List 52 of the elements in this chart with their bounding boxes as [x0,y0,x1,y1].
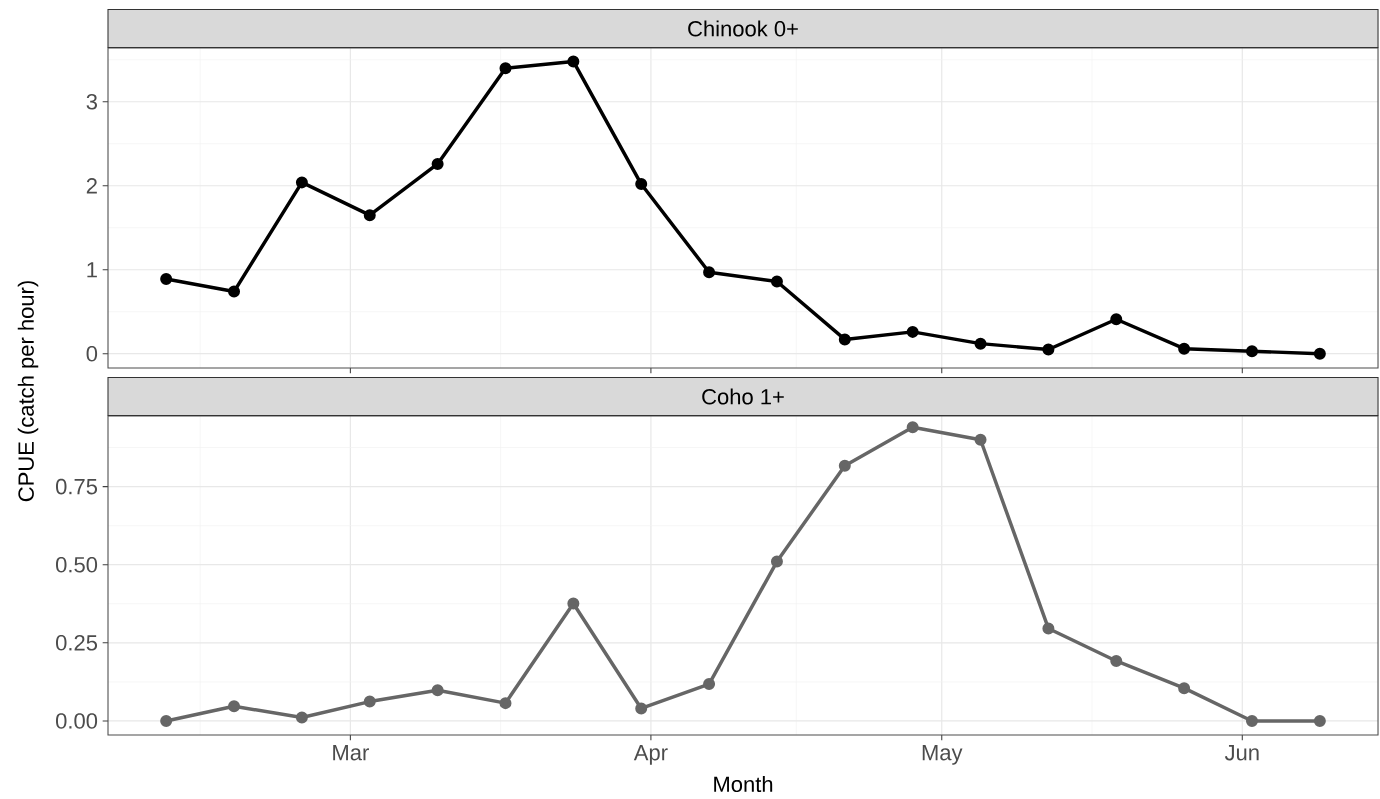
y-tick-label: 1 [87,262,97,278]
point [906,421,919,434]
point [838,333,851,346]
y-tick-label: 0.75 [56,478,98,495]
point [228,285,241,298]
chart-title: Chinook 0+ [688,20,798,37]
y-tick-label: 0.50 [56,556,98,573]
y-tick-label: 0.25 [56,635,98,651]
point [838,459,851,472]
point [1042,343,1055,356]
point [703,266,716,279]
y-tick-label: 2 [86,178,97,194]
point [1178,342,1191,355]
point [567,597,580,610]
point [1313,347,1326,360]
point [770,555,783,568]
x-tick-label: Mar [333,745,369,761]
point [635,702,648,715]
point [295,711,308,724]
point [160,714,173,727]
chart-title: Coho 1+ [702,388,784,405]
y-tick-label: 0.00 [56,713,98,729]
point [363,209,376,222]
point [1042,622,1055,635]
x-tick-label: Apr [633,745,668,765]
point [1245,345,1258,358]
point [1313,714,1326,727]
point [974,433,987,446]
point [431,684,444,697]
point [974,337,987,350]
point [160,272,173,285]
y-tick-label: 0 [86,345,98,362]
point [363,695,376,708]
point [295,176,308,189]
point [1110,313,1123,326]
point [499,697,512,710]
point [1110,654,1123,667]
point [567,55,580,68]
point [703,678,716,691]
x-tick-label: Jun [1224,745,1259,761]
y-tick-label: 3 [86,93,97,110]
point [1178,682,1191,695]
y-axis-title: CPUE (catch per hour) [17,281,39,502]
x-tick-label: May [922,745,963,765]
point [635,178,648,191]
point [906,325,919,338]
point [431,157,444,170]
x-axis-title: Month [714,775,773,793]
point [1245,714,1258,727]
point [228,700,241,713]
point [499,62,512,75]
point [770,275,783,288]
